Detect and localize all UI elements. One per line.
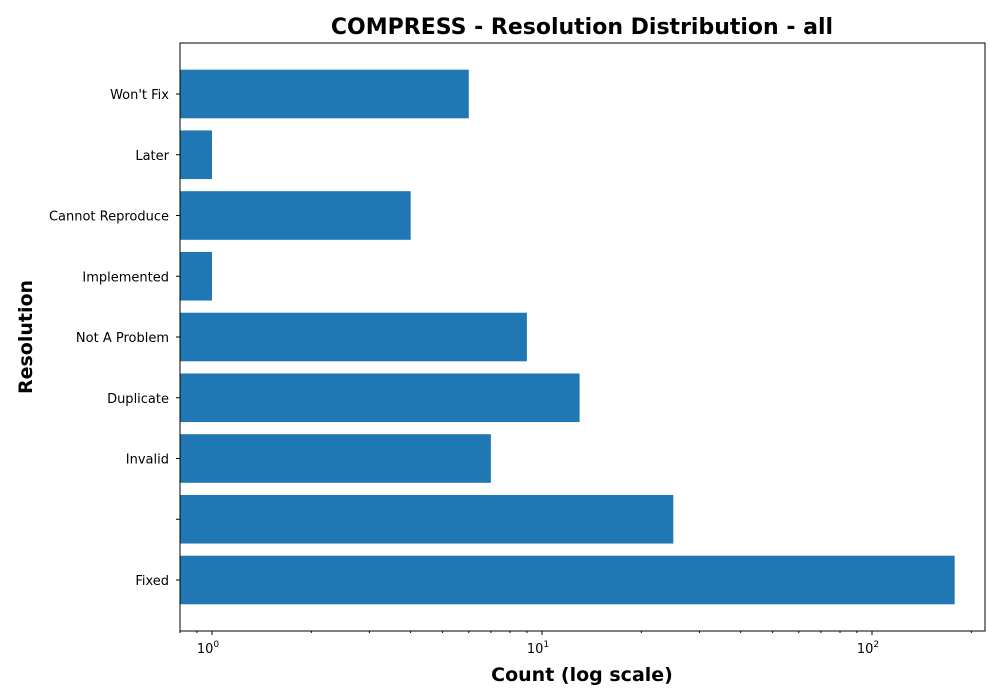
chart-title: COMPRESS - Resolution Distribution - all [331, 15, 833, 40]
y-tick-label: Later [135, 149, 169, 164]
y-tick-label: Cannot Reproduce [49, 210, 169, 225]
x-tick-label: 102 [857, 640, 879, 657]
y-tick-label: Not A Problem [76, 331, 169, 346]
bar [180, 251, 212, 301]
bar [180, 373, 580, 423]
bar [180, 434, 491, 483]
x-tick-label: 101 [527, 640, 549, 657]
x-axis-label: Count (log scale) [491, 664, 673, 686]
bar [180, 494, 674, 544]
y-tick-label: Fixed [135, 574, 169, 589]
x-axis-ticks: 100 101 102 [179, 631, 972, 657]
bar [180, 555, 955, 605]
y-tick-label: Invalid [126, 453, 169, 468]
y-axis-label: Resolution [15, 280, 37, 394]
x-tick-label: 100 [197, 640, 220, 657]
bar [180, 191, 411, 240]
y-tick-label: Duplicate [107, 392, 169, 407]
y-axis-ticks: Won't Fix Later Cannot Reproduce Implemente… [49, 88, 180, 589]
y-tick-label: Won't Fix [110, 88, 169, 103]
bars-group [180, 69, 955, 605]
bar [180, 69, 469, 119]
y-tick-label: Implemented [82, 270, 169, 285]
bar [180, 312, 527, 362]
bar [180, 130, 212, 180]
